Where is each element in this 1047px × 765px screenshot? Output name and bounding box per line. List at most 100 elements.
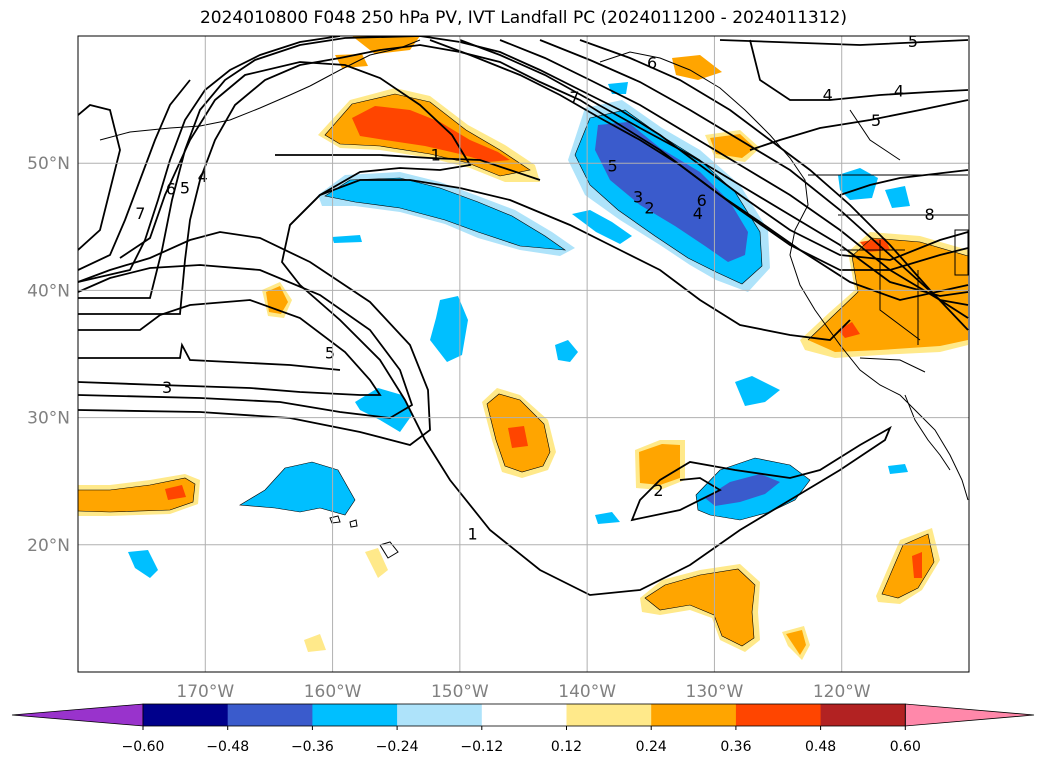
colorbar-tick-label: 0.60 — [890, 739, 921, 755]
hawaii-island — [379, 541, 399, 559]
pv-jet-contour — [499, 39, 969, 306]
aleutian-islands — [99, 85, 311, 141]
colorbar-extend-min — [11, 703, 144, 727]
pc-negative-shading — [128, 82, 910, 578]
pc-negative-area — [595, 512, 620, 524]
colorbar-swatch — [566, 704, 652, 726]
baja-california-coastline — [904, 394, 951, 471]
colorbar-extend-max — [904, 703, 1035, 727]
contour-label: 2 — [653, 481, 663, 500]
contour-label: 7 — [569, 88, 579, 107]
contour-label: 1 — [467, 524, 477, 543]
contour-label: 3 — [162, 378, 172, 397]
us-mexico-border — [859, 357, 926, 373]
pv-jet-contour — [459, 39, 969, 297]
pc-negative-area — [355, 388, 412, 432]
pc-negative-area — [705, 474, 780, 506]
lat-tick-label: 20°N — [27, 536, 70, 556]
pc-positive-area — [639, 444, 680, 485]
pv-contour-3-east — [839, 169, 969, 196]
pc-positive-area — [352, 106, 510, 162]
pv-contour-6 — [78, 36, 341, 283]
contour-label: 5 — [908, 32, 918, 51]
pc-outline-line — [78, 477, 196, 513]
lon-tick-labels: 170°W 160°W 150°W 140°W 130°W 120°W — [176, 682, 870, 702]
contour-label: 6 — [697, 191, 707, 210]
lon-tick-label: 140°W — [558, 682, 616, 702]
pc-negative-area — [430, 296, 468, 362]
colorbar-swatch — [735, 704, 822, 726]
colorbar-swatch — [481, 704, 567, 726]
pc-negative-area — [885, 186, 910, 208]
lat-tick-label: 30°N — [27, 409, 70, 429]
hawaii-island — [329, 515, 341, 524]
pc-outline-line — [644, 568, 756, 647]
pc-negative-area — [325, 178, 565, 250]
state-border — [879, 240, 921, 341]
pv-jet-contour — [539, 39, 969, 319]
pc-outline-line — [239, 461, 356, 516]
pv-contour-1 — [119, 61, 892, 596]
contour-label: 5 — [871, 111, 881, 130]
pc-positive-area — [838, 322, 860, 338]
contour-label: 4 — [823, 86, 833, 105]
pc-outline-line — [574, 109, 763, 285]
lat-tick-label: 40°N — [27, 281, 70, 301]
colorbar-tick-label: 0.24 — [636, 739, 667, 755]
pv-jet-contour — [579, 39, 969, 331]
contour-label: 1 — [431, 145, 441, 164]
lon-tick-label: 130°W — [686, 682, 744, 702]
contour-label: 4 — [693, 204, 703, 223]
contour-label: 3 — [633, 187, 643, 206]
colorbar-tick-label: 0.36 — [720, 739, 751, 755]
state-border — [849, 109, 901, 161]
pc-positive-area — [912, 552, 922, 578]
pc-negative-area — [128, 550, 158, 578]
contour-label: 6 — [166, 180, 176, 199]
pc-negative-area — [735, 376, 780, 406]
pv-contour-5-ne — [719, 39, 969, 46]
pc-positive-area — [352, 36, 420, 54]
lon-tick-label: 160°W — [304, 682, 362, 702]
pc-negative-area — [332, 235, 362, 243]
pc-positive-area — [882, 534, 934, 598]
pc-negative-area — [595, 122, 748, 262]
alaska-coast — [309, 39, 421, 87]
pc-negative-area — [240, 462, 355, 515]
plot-title: 2024010800 F048 250 hPa PV, IVT Landfall… — [199, 8, 847, 28]
pv-contour-2 — [78, 231, 431, 446]
pc-positive-area — [786, 630, 806, 655]
colorbar-tick-label: −0.60 — [122, 739, 165, 755]
lat-tick-labels: 20°N 30°N 40°N 50°N — [27, 154, 70, 556]
colorbar-tick-label: −0.48 — [206, 739, 249, 755]
pv-jet-contour — [429, 39, 969, 301]
colorbar-tick-label: −0.12 — [460, 739, 503, 755]
gridlines — [78, 36, 969, 672]
contour-label: 5 — [325, 344, 335, 363]
colorbar: −0.60 −0.48 −0.36 −0.24 −0.12 0.12 0.24 0.36 0.4… — [11, 703, 1035, 755]
pv-contour-7 — [78, 79, 191, 271]
pc-outline-line — [486, 393, 551, 473]
pc-negative-area — [555, 340, 578, 362]
pc-positive-shading — [78, 36, 968, 660]
lon-tick-label: 120°W — [813, 682, 871, 702]
pc-positive-area — [508, 426, 528, 448]
pv-contour-3 — [78, 342, 341, 371]
colorbar-swatch — [651, 704, 737, 726]
pc-positive-area — [165, 485, 186, 500]
state-border — [954, 229, 969, 276]
north-america-coastline — [599, 51, 969, 501]
pc-positive-area — [365, 548, 388, 578]
pc-positive-area — [710, 134, 755, 158]
pc-outline-line — [324, 93, 531, 177]
colorbar-tick-label: −0.24 — [376, 739, 419, 755]
colorbar-tick-label: −0.36 — [291, 739, 334, 755]
colorbar-tick-label: 0.12 — [551, 739, 582, 755]
hawaii-island — [349, 519, 358, 528]
colorbar-swatch — [312, 704, 398, 726]
pc-outline-line — [695, 457, 811, 521]
lat-tick-label: 50°N — [27, 154, 70, 174]
colorbar-swatch — [820, 704, 906, 726]
